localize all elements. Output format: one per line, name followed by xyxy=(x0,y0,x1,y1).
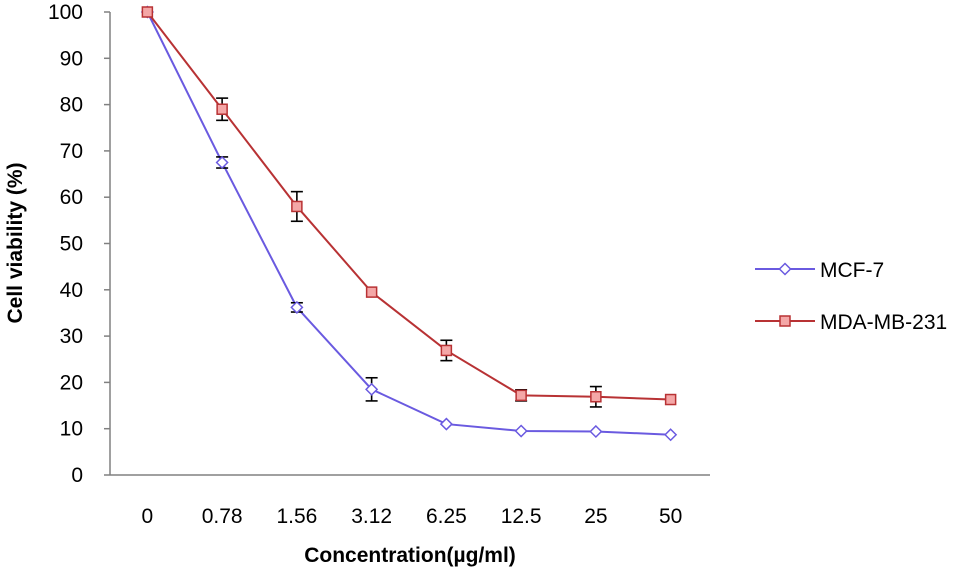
legend-item: MDA-MB-231 xyxy=(755,311,947,334)
y-axis-title: Cell viability (%) xyxy=(4,162,27,323)
data-point xyxy=(141,6,154,18)
data-point xyxy=(664,393,677,406)
x-tick-label: 12.5 xyxy=(501,505,542,528)
data-point xyxy=(365,286,378,298)
data-point xyxy=(216,103,228,115)
data-point xyxy=(290,300,304,314)
x-tick-label: 3.12 xyxy=(351,505,392,528)
y-tick-label: 80 xyxy=(60,94,83,117)
data-point xyxy=(514,424,528,438)
y-tick-label: 70 xyxy=(60,140,83,163)
y-tick-label: 50 xyxy=(60,233,83,256)
x-tick-label: 0 xyxy=(142,505,154,528)
y-tick-label: 40 xyxy=(60,279,83,302)
legend-label: MDA-MB-231 xyxy=(820,311,947,334)
y-tick-label: 20 xyxy=(60,371,83,394)
series-layer xyxy=(140,5,678,442)
series-2 xyxy=(141,6,677,408)
y-tick-label: 0 xyxy=(71,464,83,487)
x-tick-label: 50 xyxy=(659,505,682,528)
x-tick-label: 6.25 xyxy=(426,505,467,528)
data-point xyxy=(291,200,303,213)
legend-item: MCF-7 xyxy=(755,259,884,282)
y-tick-label: 100 xyxy=(48,1,83,24)
y-tick-label: 30 xyxy=(60,325,83,348)
series-line xyxy=(146,11,671,401)
data-point xyxy=(589,424,603,439)
x-tick-label: 1.56 xyxy=(276,505,317,528)
x-tick-label: 0.78 xyxy=(202,505,243,528)
series-line xyxy=(146,11,671,436)
data-point xyxy=(664,428,678,442)
data-point xyxy=(365,382,379,396)
legend-marker xyxy=(779,315,791,327)
data-point xyxy=(439,417,453,431)
data-point xyxy=(215,155,229,170)
data-point xyxy=(440,344,453,357)
y-tick-label: 90 xyxy=(60,47,83,70)
legend: MCF-7 MDA-MB-231 xyxy=(755,259,947,334)
y-tick-labels: 0 10 20 30 40 50 60 70 80 90 100 xyxy=(48,1,110,487)
x-axis-title: Concentration(µg/ml) xyxy=(304,544,516,567)
x-tick-labels: 0 0.78 1.56 3.12 6.25 12.5 25 50 xyxy=(142,505,683,528)
legend-label: MCF-7 xyxy=(820,259,884,282)
series-1 xyxy=(140,5,678,442)
data-point xyxy=(515,389,527,402)
data-point xyxy=(590,391,602,403)
y-tick-label: 60 xyxy=(60,186,83,209)
y-tick-label: 10 xyxy=(60,418,83,441)
legend-marker xyxy=(778,262,792,276)
x-tick-label: 25 xyxy=(584,505,607,528)
